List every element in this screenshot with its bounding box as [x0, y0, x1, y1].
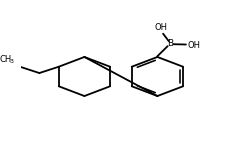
Text: CH: CH — [0, 55, 11, 64]
Text: 3: 3 — [9, 59, 13, 64]
Text: OH: OH — [188, 41, 201, 50]
Text: B: B — [167, 39, 173, 48]
Text: OH: OH — [154, 23, 167, 32]
